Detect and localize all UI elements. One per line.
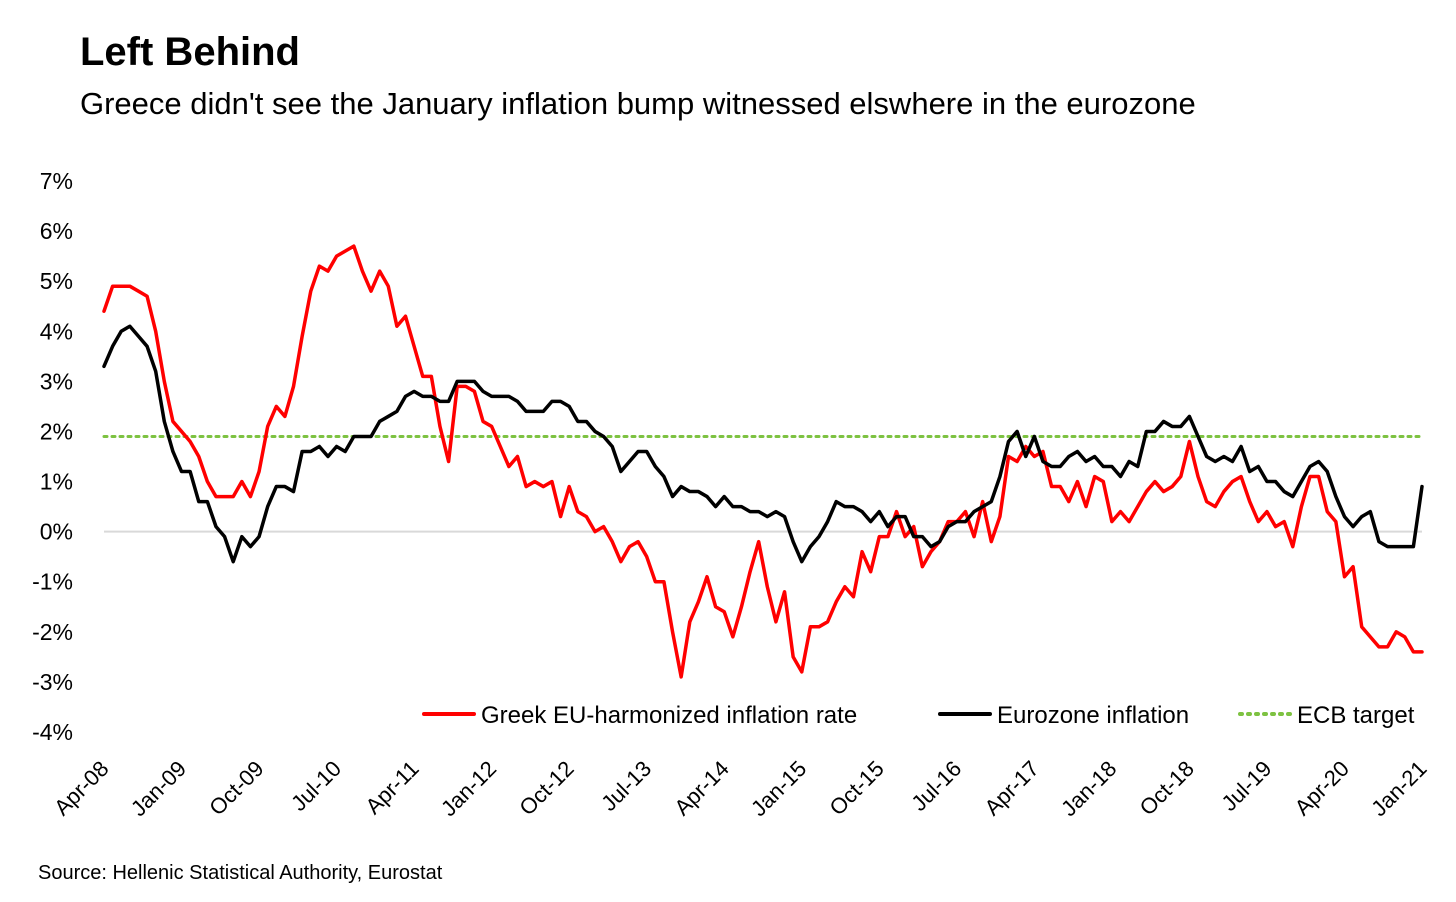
y-tick-label: 2% (40, 418, 73, 444)
legend-ecb-target: ECB target (1238, 702, 1415, 729)
x-tick-label: Apr-11 (360, 756, 423, 819)
legend: Greek EU-harmonized inflation rate Eurozo… (422, 702, 1415, 729)
y-tick-label: 6% (40, 218, 73, 244)
legend-label: Eurozone inflation (997, 702, 1189, 729)
legend-greek: Greek EU-harmonized inflation rate (422, 702, 857, 729)
y-tick-label: 0% (40, 519, 73, 545)
legend-label: Greek EU-harmonized inflation rate (481, 702, 857, 729)
legend-label: ECB target (1297, 702, 1415, 729)
x-axis: Apr-08 Jan-09 Oct-09 Jul-10 Apr-11 Jan-12 Oct-… (49, 756, 1431, 821)
legend-eurozone: Eurozone inflation (938, 702, 1189, 729)
series-greek-inflation-line (102, 244, 1424, 679)
chart-subtitle: Greece didn't see the January inflation … (80, 86, 1196, 121)
y-tick-label: 4% (40, 318, 73, 344)
x-tick-label: Oct-12 (514, 756, 578, 820)
x-tick-label: Jul-10 (286, 756, 346, 816)
y-tick-label: -2% (32, 619, 73, 645)
y-tick-label: -4% (32, 719, 73, 745)
x-tick-label: Jul-16 (906, 756, 966, 816)
x-tick-label: Oct-09 (204, 756, 268, 820)
series-layer (102, 244, 1424, 679)
y-tick-label: 7% (40, 168, 73, 194)
y-axis: -4% -3% -2% -1% 0% 1% 2% 3% 4% 5% 6% 7% (32, 168, 1422, 745)
source-note: Source: Hellenic Statistical Authority, … (38, 862, 443, 884)
x-tick-label: Oct-15 (824, 756, 888, 820)
y-tick-label: -1% (32, 569, 73, 595)
x-tick-label: Jan-21 (1366, 756, 1431, 821)
x-tick-label: Apr-20 (1290, 756, 1354, 820)
y-tick-label: 1% (40, 469, 73, 495)
x-tick-label: Jan-12 (436, 756, 501, 821)
x-tick-label: Apr-14 (669, 756, 733, 820)
x-tick-label: Jan-15 (746, 756, 811, 821)
x-tick-label: Jan-09 (126, 756, 191, 821)
x-tick-label: Oct-18 (1135, 756, 1199, 820)
x-tick-label: Jul-13 (596, 756, 656, 816)
x-tick-label: Apr-17 (980, 756, 1044, 820)
y-tick-label: 5% (40, 268, 73, 294)
y-tick-label: 3% (40, 368, 73, 394)
x-tick-label: Jan-18 (1056, 756, 1121, 821)
x-tick-label: Apr-08 (49, 756, 113, 820)
series-eurozone-inflation-line (102, 324, 1424, 564)
y-tick-label: -3% (32, 669, 73, 695)
x-tick-label: Jul-19 (1216, 756, 1276, 816)
chart-title: Left Behind (80, 30, 300, 74)
